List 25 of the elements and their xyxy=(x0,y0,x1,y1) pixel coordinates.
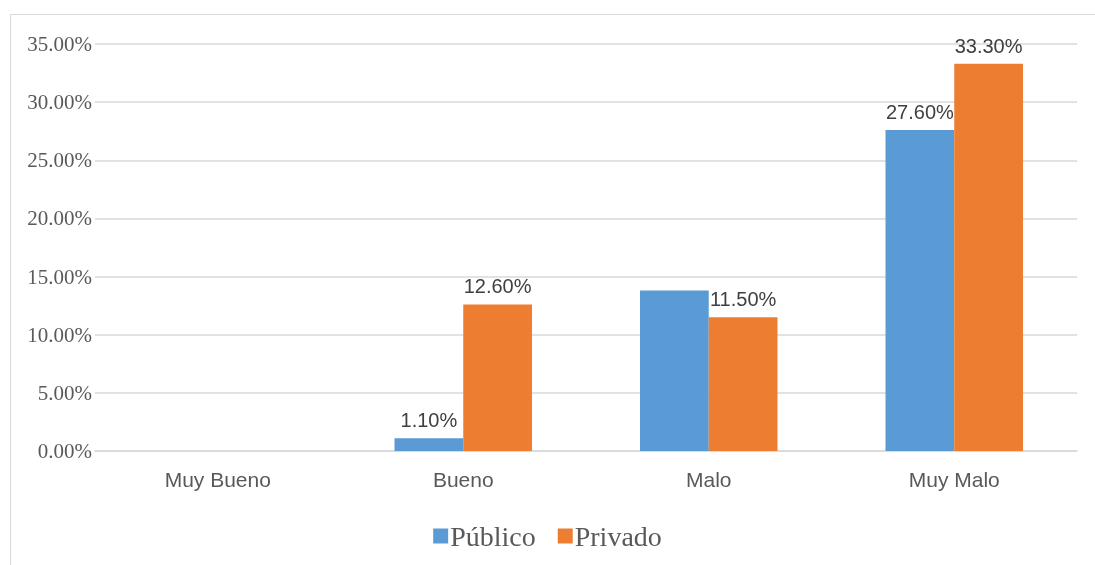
y-tick-label: 0.00% xyxy=(37,439,92,463)
data-label: 1.10% xyxy=(400,409,458,432)
bar xyxy=(640,290,709,451)
y-tick-label: 25.00% xyxy=(27,148,92,173)
y-tick-label: 35.00% xyxy=(27,32,92,56)
y-tick-label: 30.00% xyxy=(27,90,92,115)
data-label: 12.60% xyxy=(463,275,532,298)
x-tick-label: Malo xyxy=(685,468,732,491)
y-tick-label: 5.00% xyxy=(37,380,92,405)
legend-label: Privado xyxy=(574,520,662,552)
x-tick-label: Bueno xyxy=(432,468,494,491)
bar xyxy=(954,63,1023,451)
data-label: 27.60% xyxy=(885,101,955,124)
x-tick-label: Muy Bueno xyxy=(164,468,271,491)
y-tick-label: 15.00% xyxy=(27,264,92,289)
y-tick-label: 20.00% xyxy=(27,206,92,231)
bar xyxy=(885,130,955,451)
bar xyxy=(708,317,778,451)
legend-label: Público xyxy=(450,520,536,552)
data-label: 11.50% xyxy=(709,288,777,311)
x-tick-label: Muy Malo xyxy=(908,468,1000,491)
bar xyxy=(394,438,464,451)
bar xyxy=(463,304,532,451)
data-label: 33.30% xyxy=(954,34,1023,57)
y-tick-label: 10.00% xyxy=(27,322,92,347)
